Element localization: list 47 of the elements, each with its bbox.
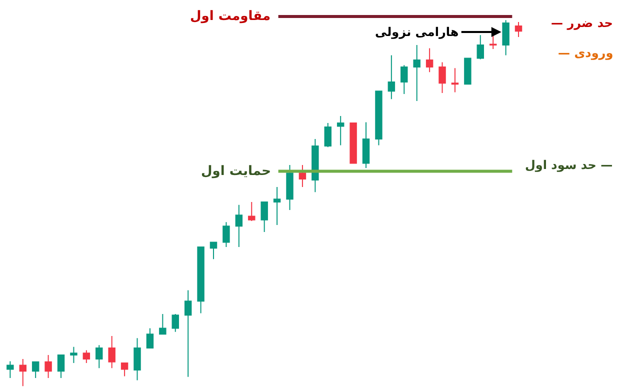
candlestick xyxy=(362,122,370,168)
annotation: هارامی نزولی xyxy=(375,25,459,39)
candlestick xyxy=(32,361,40,379)
candlestick xyxy=(260,202,268,233)
candlestick xyxy=(312,138,319,193)
candlestick xyxy=(426,48,434,73)
candlestick xyxy=(489,34,497,50)
candlestick xyxy=(286,164,294,211)
candlestick xyxy=(438,62,446,94)
candlestick xyxy=(70,346,78,364)
candlestick xyxy=(6,360,14,379)
candlestick xyxy=(235,204,243,248)
text: — ورودی xyxy=(558,46,614,60)
candlestick xyxy=(476,34,484,60)
candlestick xyxy=(82,350,90,364)
candlestick xyxy=(502,20,510,56)
candlestick xyxy=(375,90,382,146)
candlestick xyxy=(400,64,408,95)
candlestick xyxy=(464,58,472,85)
candlestick xyxy=(388,54,396,100)
candlestick xyxy=(413,44,420,102)
candlestick xyxy=(210,242,218,260)
candlestick xyxy=(184,290,192,378)
ref-line-label: مقاومت اول xyxy=(190,9,271,24)
candlestick xyxy=(336,116,344,146)
candlestick xyxy=(172,313,179,332)
ref-line-label: حمایت اول xyxy=(201,164,271,179)
candlestick xyxy=(108,335,116,369)
candlestick xyxy=(57,354,65,379)
candlestick xyxy=(44,354,52,379)
candlestick xyxy=(120,362,128,377)
candlestick xyxy=(96,344,103,369)
candlestick xyxy=(134,338,141,381)
candlestick xyxy=(273,186,281,226)
candlestick xyxy=(350,122,357,164)
candlestick xyxy=(514,21,522,38)
text: حد سود اول — xyxy=(525,158,613,172)
candlestick xyxy=(197,246,204,314)
candlestick xyxy=(146,328,154,349)
candlestick xyxy=(19,358,26,387)
candlestick xyxy=(324,122,332,148)
text: — حد ضرر xyxy=(551,16,613,30)
candlestick xyxy=(451,68,459,93)
candlestick xyxy=(248,202,256,222)
candlestick xyxy=(222,222,230,248)
candlestick xyxy=(159,313,166,335)
candlestick xyxy=(298,164,306,188)
